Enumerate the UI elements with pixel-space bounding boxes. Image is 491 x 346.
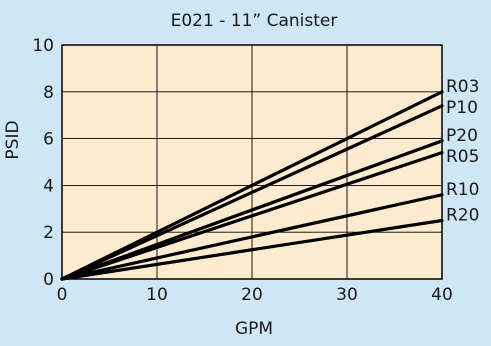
tick-labels: 0 10 20 30 40 0 2 4 6 8 10: [32, 36, 452, 305]
series-label-p20: P20: [446, 126, 478, 146]
series-label-r10: R10: [446, 180, 479, 200]
x-axis-label: GPM: [235, 319, 273, 339]
series-lines: [60, 90, 444, 281]
plot-frame: [61, 44, 443, 280]
series-line-r03: [60, 90, 444, 281]
x-tick-label: 20: [241, 285, 263, 305]
series-label-r05: R05: [446, 147, 479, 167]
y-tick-label: 0: [43, 270, 54, 290]
y-tick-label: 6: [43, 130, 54, 150]
x-tick-label: 10: [146, 285, 168, 305]
x-tick-label: 0: [57, 285, 68, 305]
y-tick-label: 8: [43, 83, 54, 103]
y-tick-label: 4: [43, 176, 54, 196]
x-tick-label: 40: [431, 285, 453, 305]
series-line-p20: [60, 139, 444, 281]
series-line-r20: [60, 218, 444, 281]
chart-title: E021 - 11” Canister: [171, 11, 338, 31]
y-tick-label: 2: [43, 223, 54, 243]
series-label-p10: P10: [446, 98, 478, 118]
series-line-p10: [60, 104, 444, 281]
y-axis-label: PSID: [3, 120, 23, 159]
grid: [62, 45, 442, 279]
x-tick-label: 30: [336, 285, 358, 305]
series-line-r10: [60, 193, 444, 281]
y-tick-label: 10: [32, 36, 54, 56]
series-label-r20: R20: [446, 206, 479, 226]
axes: [61, 44, 443, 280]
series-line-r05: [60, 151, 444, 281]
series-label-r03: R03: [446, 77, 479, 97]
